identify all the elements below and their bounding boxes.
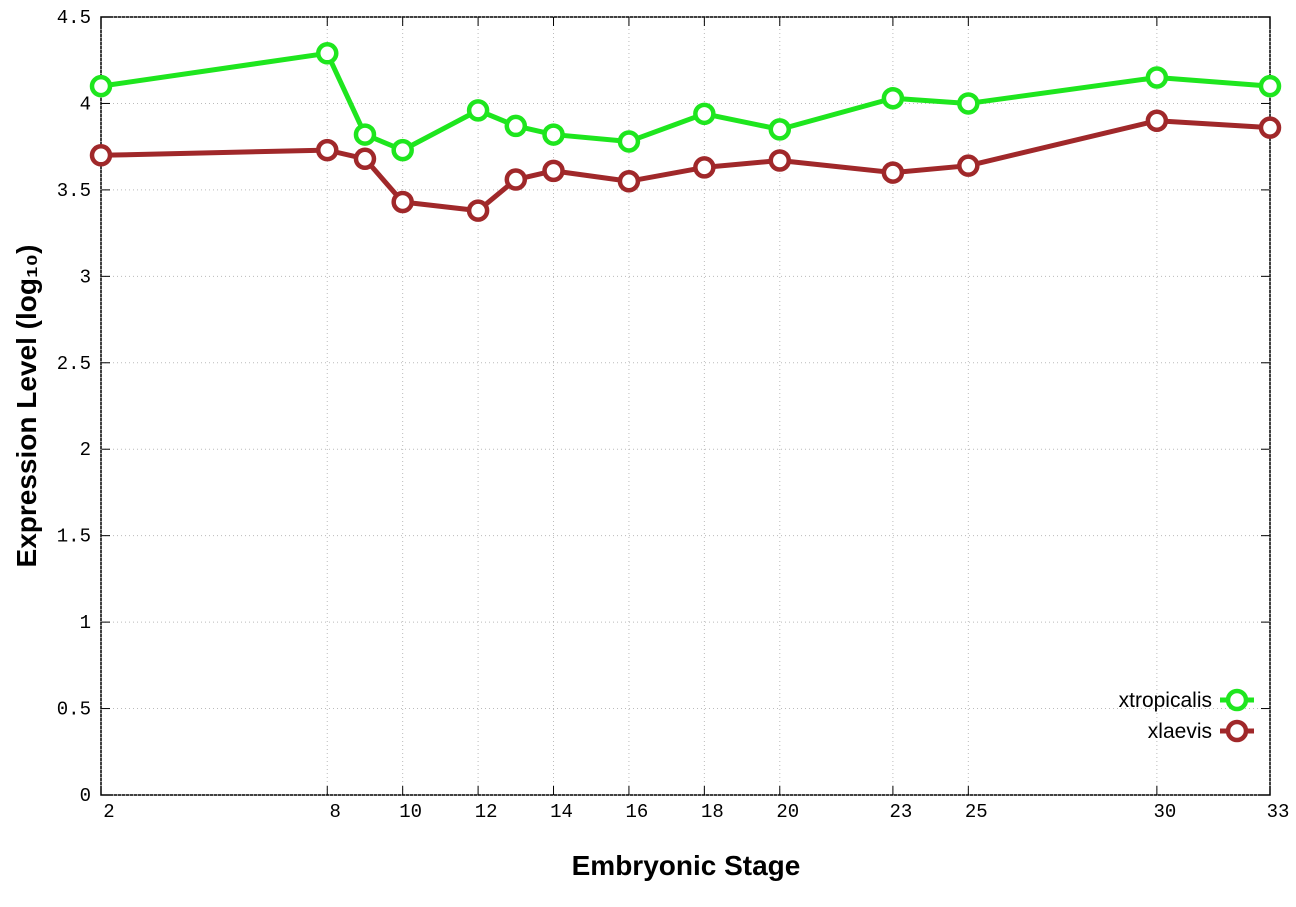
data-point <box>353 147 377 171</box>
data-point <box>693 156 716 179</box>
y-tick-label: 3 <box>80 266 91 288</box>
data-point <box>89 144 113 167</box>
y-tick-label: 4.5 <box>57 7 91 29</box>
data-point <box>466 99 490 122</box>
y-tick-label: 0.5 <box>57 699 91 721</box>
x-tick-label: 10 <box>399 801 422 823</box>
data-point <box>881 87 905 110</box>
legend-label: xtropicalis <box>1119 689 1212 712</box>
y-axis-label: Expression Level (log₁₀) <box>11 245 42 568</box>
x-tick-label: 20 <box>776 801 799 823</box>
data-point <box>542 159 565 183</box>
data-point <box>316 138 339 162</box>
legend-label: xlaevis <box>1148 720 1212 743</box>
y-tick-label: 2.5 <box>57 353 91 375</box>
data-point <box>957 154 980 177</box>
x-tick-label: 33 <box>1267 801 1290 823</box>
data-point <box>1258 74 1282 98</box>
x-tick-label: 8 <box>330 801 341 823</box>
data-point <box>504 114 528 138</box>
y-tick-label: 0 <box>80 785 91 807</box>
y-tick-label: 4 <box>80 93 91 115</box>
x-tick-label: 2 <box>103 801 114 823</box>
data-point <box>957 92 980 115</box>
series-line <box>100 118 1271 214</box>
data-point <box>693 102 716 126</box>
data-point <box>542 123 565 146</box>
data-point <box>504 168 528 191</box>
data-point <box>1258 116 1282 139</box>
data-point <box>1145 109 1169 132</box>
legend-marker <box>1225 719 1249 743</box>
x-tick-label: 23 <box>889 801 912 823</box>
legend-marker <box>1225 688 1249 712</box>
data-point <box>316 42 339 65</box>
data-point <box>617 130 641 153</box>
data-point <box>881 161 905 184</box>
x-axis-label: Embryonic Stage <box>572 850 801 881</box>
data-point <box>768 118 792 141</box>
y-tick-label: 1.5 <box>57 526 91 548</box>
data-point <box>391 138 414 162</box>
x-tick-label: 18 <box>701 801 724 823</box>
x-tick-label: 12 <box>475 801 498 823</box>
data-point <box>466 199 490 222</box>
y-tick-label: 1 <box>80 612 91 634</box>
data-point <box>768 149 792 172</box>
data-point <box>617 169 641 193</box>
x-tick-label: 16 <box>626 801 649 823</box>
y-tick-label: 2 <box>80 439 91 461</box>
data-point <box>89 74 113 98</box>
x-tick-label: 14 <box>550 801 573 823</box>
x-tick-label: 25 <box>965 801 988 823</box>
y-tick-label: 3.5 <box>57 180 91 202</box>
data-point <box>391 190 414 214</box>
x-tick-label: 30 <box>1153 801 1176 823</box>
data-point <box>353 123 377 146</box>
data-point <box>1145 66 1169 89</box>
